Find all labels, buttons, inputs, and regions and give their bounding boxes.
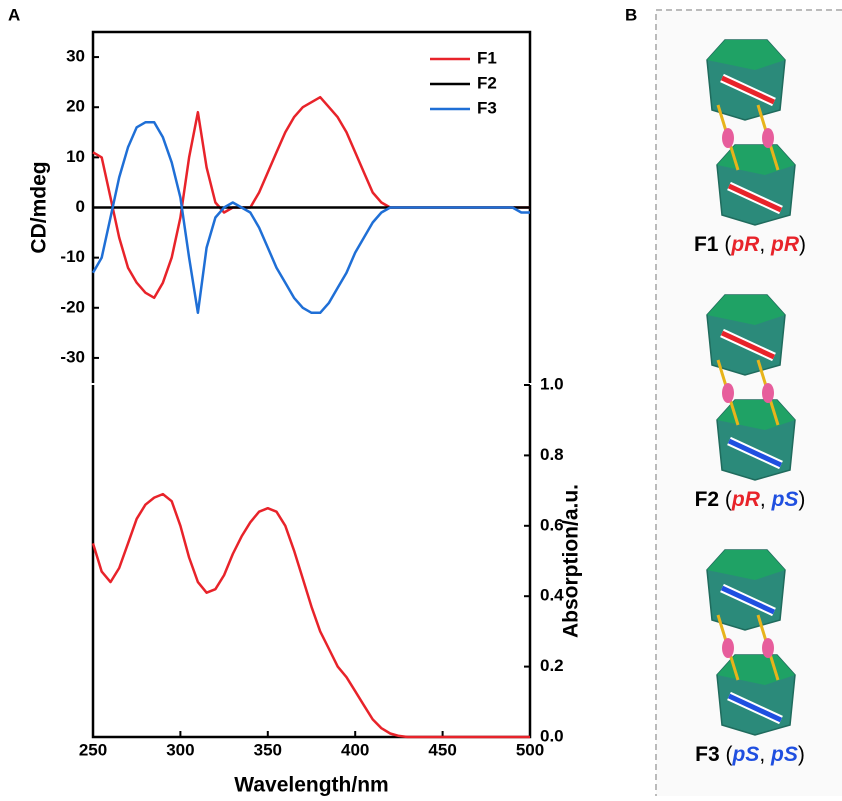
y-tick-label: -10 (60, 247, 85, 266)
y-tick-label: 0 (76, 197, 85, 216)
caption-part: ( (720, 743, 733, 766)
caption-part: F3 (695, 743, 720, 766)
arrow (727, 183, 783, 213)
linker-bead (762, 128, 774, 148)
caption-part: ( (719, 233, 732, 256)
legend-label: F2 (477, 73, 497, 92)
arrow (720, 330, 776, 360)
y-tick-label: 0.6 (540, 515, 564, 534)
y-tick-label: -30 (60, 347, 85, 366)
y-axis-label: CD/mdeg (28, 161, 51, 253)
x-tick-label: 250 (79, 740, 107, 759)
structures (706, 39, 796, 736)
y-tick-label: 30 (66, 47, 85, 66)
linker-bead (722, 638, 734, 658)
series-line (91, 121, 530, 315)
y-tick-label: 1.0 (540, 374, 564, 393)
arrow (720, 585, 776, 615)
y-tick-label: 0.0 (540, 726, 564, 745)
legend-label: F1 (477, 48, 497, 67)
caption-part: , (759, 233, 771, 256)
y-tick-label: 10 (66, 147, 85, 166)
x-tick-label: 350 (254, 740, 282, 759)
panel-label: A (8, 5, 20, 24)
ring-top (707, 40, 785, 70)
x-tick-label: 400 (341, 740, 369, 759)
structure-caption: F1 (pR, pR) (694, 233, 806, 256)
y-tick-label: 0.4 (540, 586, 564, 605)
linker-bead (722, 383, 734, 403)
x-tick-label: 450 (428, 740, 456, 759)
caption-part: ) (798, 743, 805, 766)
structure-caption: F3 (pS, pS) (695, 743, 805, 766)
structure-caption: F2 (pR, pS) (695, 488, 806, 511)
caption-part: F1 (694, 233, 719, 256)
caption-part: pS (770, 743, 798, 766)
linker-bead (762, 383, 774, 403)
series-line (91, 492, 530, 739)
arrow (720, 75, 776, 105)
legend-label: F3 (477, 98, 497, 117)
x-tick-label: 300 (166, 740, 194, 759)
caption-part: ( (719, 488, 732, 511)
linker-bead (722, 128, 734, 148)
caption-part: ) (799, 233, 806, 256)
linker-bead (762, 638, 774, 658)
caption-part: , (759, 743, 771, 766)
caption-part: pR (731, 488, 761, 511)
caption-part: ) (798, 488, 805, 511)
axis-frame (91, 385, 532, 739)
x-axis-label: Wavelength/nm (234, 774, 388, 796)
x-tick-label: 500 (516, 740, 544, 759)
caption-part: pS (771, 488, 799, 511)
caption-part: pR (770, 233, 800, 256)
caption-part: F2 (695, 488, 720, 511)
y-tick-label: 0.8 (540, 445, 564, 464)
arrow (727, 438, 783, 468)
y-tick-label: 20 (66, 97, 85, 116)
caption-part: pS (731, 743, 759, 766)
arrow (727, 693, 783, 723)
y-tick-label: 0.2 (540, 656, 564, 675)
panel-label: B (625, 5, 637, 24)
y-tick-label: -20 (60, 297, 85, 316)
caption-part: , (760, 488, 772, 511)
series-line (92, 95, 530, 300)
y-axis-label: Absorption/a.u. (560, 484, 583, 638)
caption-part: pR (730, 233, 760, 256)
ring-top (707, 550, 785, 580)
ring-top (707, 295, 785, 325)
